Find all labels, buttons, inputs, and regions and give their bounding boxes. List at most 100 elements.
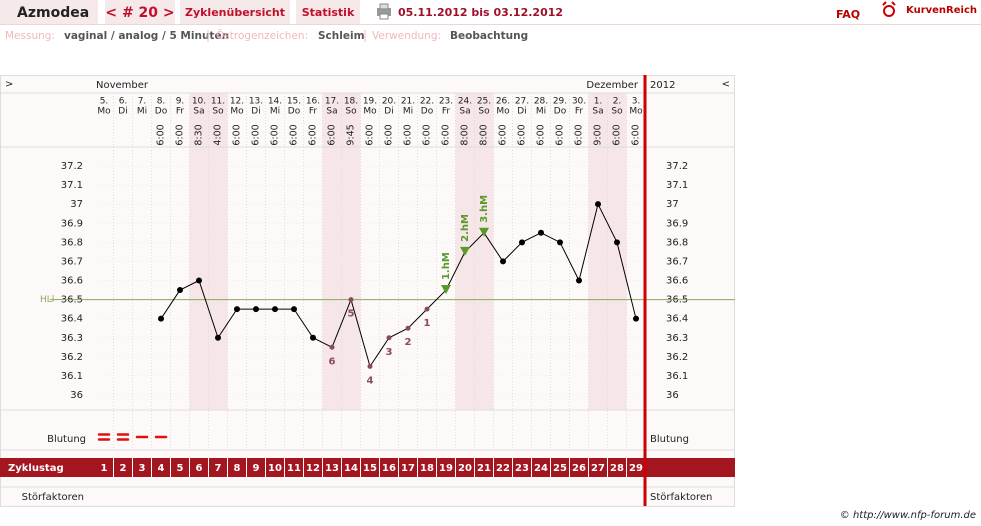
x-tick-label: 7 <box>215 463 222 474</box>
point <box>633 315 639 322</box>
time-label: 6:00 <box>327 124 338 145</box>
faq-link[interactable]: FAQ <box>836 8 860 21</box>
weekday-label: Sa <box>592 107 603 117</box>
time-label: 9:00 <box>593 124 604 145</box>
weekday-label: Mi <box>403 107 413 117</box>
time-label: 6:00 <box>156 124 167 145</box>
x-tick-label: 19 <box>439 463 453 474</box>
x-tick-label: 13 <box>325 463 339 474</box>
info-value: Schleim <box>318 30 365 42</box>
y-tick-label: 36 <box>666 390 679 401</box>
weekday-label: Fr <box>309 107 318 117</box>
date-label: 13. <box>249 97 263 107</box>
nav-prev[interactable]: > <box>5 79 13 90</box>
weekday-label: Mi <box>137 107 147 117</box>
point <box>595 201 601 208</box>
point <box>576 277 582 284</box>
time-label: 4:00 <box>213 124 224 145</box>
point <box>405 325 411 331</box>
time-label: 6:00 <box>384 124 395 145</box>
time-label: 6:00 <box>555 124 566 145</box>
row-label: Störfaktoren <box>650 492 712 503</box>
nav-next[interactable]: < <box>722 79 730 90</box>
time-label: 6:00 <box>289 124 300 145</box>
date-label: 23. <box>439 97 453 107</box>
info-value: Beobachtung <box>450 30 528 42</box>
logo[interactable]: KurvenReich <box>906 5 977 16</box>
time-label: 6:00 <box>631 124 642 145</box>
point <box>215 334 221 341</box>
date-label: 9. <box>176 97 185 107</box>
weekend-column <box>189 93 209 410</box>
date-label: 12. <box>230 97 244 107</box>
y-tick-label: 36.7 <box>61 256 83 267</box>
weekday-label: So <box>212 107 224 117</box>
x-tick-label: 6 <box>196 463 203 474</box>
weekday-label: Mo <box>230 107 244 117</box>
y-tick-label: 36.7 <box>666 256 688 267</box>
y-tick-label: 36.8 <box>61 237 83 248</box>
weekday-label: Fr <box>176 107 185 117</box>
weekend-column <box>322 93 342 410</box>
x-tick-label: 28 <box>610 463 624 474</box>
y-tick-label: 36.1 <box>61 371 83 382</box>
weekday-label: Mo <box>97 107 111 117</box>
x-tick-label: 8 <box>234 463 241 474</box>
x-tick-label: 20 <box>458 463 472 474</box>
weekday-label: Sa <box>193 107 204 117</box>
weekday-label: Fr <box>575 107 584 117</box>
weekend-column <box>341 93 361 410</box>
row-label: Zyklustag <box>8 463 64 474</box>
row-label: Blutung <box>47 434 86 445</box>
tab[interactable]: Zyklenübersicht <box>185 6 285 19</box>
nav-box[interactable] <box>105 0 175 24</box>
y-tick-label: 36.3 <box>666 333 688 344</box>
y-tick-label: 36.8 <box>666 237 688 248</box>
x-tick-label: 17 <box>401 463 415 474</box>
x-tick-label: 3 <box>139 463 146 474</box>
annotation: 4 <box>367 375 374 386</box>
point <box>538 229 544 236</box>
y-tick-label: 36.6 <box>666 276 688 287</box>
date-label: 2. <box>613 97 622 107</box>
point <box>272 306 278 313</box>
tab-box[interactable] <box>296 0 360 24</box>
date-label: 18. <box>344 97 358 107</box>
print-icon[interactable] <box>377 3 391 20</box>
point <box>177 287 183 294</box>
tab[interactable]: Statistik <box>302 6 355 19</box>
row-label: Störfaktoren <box>22 492 84 503</box>
time-label: 6:00 <box>612 124 623 145</box>
weekday-label: Mo <box>363 107 377 117</box>
x-tick-label: 24 <box>534 463 548 474</box>
y-tick-label: 36.4 <box>61 314 83 325</box>
x-tick-label: 22 <box>496 463 510 474</box>
point <box>291 306 297 313</box>
x-tick-label: 21 <box>477 463 491 474</box>
time-label: 6:00 <box>175 124 186 145</box>
time-label: 6:00 <box>422 124 433 145</box>
time-label: 6:00 <box>441 124 452 145</box>
point <box>253 306 259 313</box>
time-label: 8:00 <box>479 124 490 145</box>
cycle-nav[interactable]: < # 20 > <box>105 5 174 21</box>
weekend-column <box>474 93 494 410</box>
weekday-label: Di <box>384 107 393 117</box>
time-label: 6:00 <box>308 124 319 145</box>
date-label: 28. <box>534 97 548 107</box>
annotation: 2 <box>405 337 412 348</box>
date-label: 7. <box>138 97 147 107</box>
y-tick-label: 36.2 <box>61 352 83 363</box>
point <box>519 239 525 246</box>
x-tick-label: 5 <box>177 463 184 474</box>
date-label: 11. <box>211 97 225 107</box>
date-label: 14. <box>268 97 282 107</box>
temperature-line <box>160 202 637 368</box>
time-label: 6:00 <box>365 124 376 145</box>
y-tick-label: 36.9 <box>61 218 83 229</box>
weekday-label: Mi <box>270 107 280 117</box>
date-label: 25. <box>477 97 491 107</box>
point <box>460 246 470 256</box>
tab-box[interactable] <box>180 0 290 24</box>
date-label: 6. <box>119 97 128 107</box>
